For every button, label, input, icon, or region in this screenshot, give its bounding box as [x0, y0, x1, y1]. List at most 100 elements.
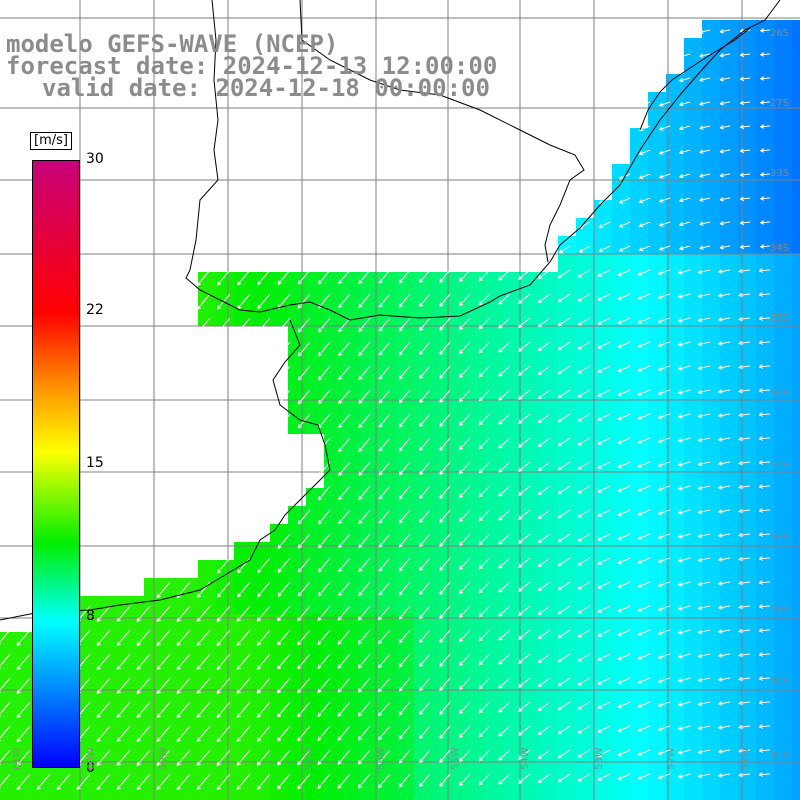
wind-speed-cell [144, 668, 162, 686]
wind-speed-cell [666, 506, 684, 524]
wind-speed-cell [612, 740, 630, 758]
wind-arrow [236, 605, 251, 623]
wind-speed-cell [792, 722, 800, 740]
wind-speed-cell [378, 488, 396, 506]
wind-arrow [738, 604, 751, 610]
wind-speed-cell [684, 488, 702, 506]
wind-speed-cell [558, 326, 576, 344]
wind-speed-cell [720, 56, 738, 74]
wind-arrow [517, 605, 531, 616]
wind-arrow [478, 677, 491, 690]
wind-speed-cell [774, 362, 792, 380]
wind-arrow [677, 725, 691, 731]
wind-speed-cell [396, 578, 414, 596]
wind-speed-cell [684, 38, 702, 56]
wind-speed-cell [342, 344, 360, 362]
wind-arrow [597, 293, 611, 301]
wind-arrow [96, 653, 111, 671]
wind-arrow [657, 557, 671, 564]
wind-speed-cell [378, 326, 396, 344]
wind-speed-cell [162, 578, 180, 596]
wind-speed-cell [486, 632, 504, 650]
wind-arrow [196, 749, 211, 767]
wind-speed-cell [792, 434, 800, 452]
wind-speed-cell [738, 362, 756, 380]
wind-speed-cell [54, 776, 72, 794]
wind-speed-cell [270, 668, 288, 686]
wind-arrow [419, 557, 431, 572]
wind-speed-cell [792, 236, 800, 254]
wind-arrow [96, 701, 111, 719]
wind-speed-cell [396, 704, 414, 722]
wind-arrow [156, 581, 171, 599]
wind-arrow [419, 437, 431, 452]
wind-speed-cell [0, 740, 18, 758]
wind-arrow [378, 581, 391, 596]
wind-speed-cell [324, 596, 342, 614]
wind-arrow [760, 100, 771, 105]
wind-speed-cell [576, 488, 594, 506]
coastline-uruguay [299, 0, 585, 263]
wind-speed-cell [306, 308, 324, 326]
wind-arrow [277, 317, 291, 333]
wind-speed-cell [684, 668, 702, 686]
wind-arrow [357, 605, 371, 621]
wind-speed-cell [666, 776, 684, 794]
wind-arrow [0, 773, 11, 789]
wind-arrow [657, 749, 671, 756]
wind-arrow [358, 485, 371, 500]
wind-speed-cell [450, 596, 468, 614]
wind-arrow [16, 629, 31, 647]
wind-speed-cell [738, 722, 756, 740]
wind-arrow [738, 532, 751, 538]
wind-speed-cell [756, 524, 774, 542]
wind-arrow [439, 341, 451, 355]
lat-label: 33S [770, 168, 790, 179]
wind-arrow [318, 317, 331, 333]
wind-speed-cell [684, 758, 702, 776]
wind-arrow [517, 365, 531, 376]
wind-speed-cell [486, 686, 504, 704]
wind-arrow [338, 269, 351, 285]
wind-speed-cell [774, 578, 792, 596]
wind-arrow [739, 196, 751, 202]
wind-arrow [658, 197, 671, 203]
wind-arrow [697, 269, 711, 275]
wind-arrow [398, 509, 411, 524]
wind-arrow [718, 725, 731, 730]
wind-arrow [498, 269, 511, 281]
wind-arrow [498, 413, 511, 425]
wind-speed-cell [324, 506, 342, 524]
wind-speed-cell [252, 722, 270, 740]
wind-arrow [537, 701, 551, 712]
wind-speed-cell [450, 434, 468, 452]
wind-arrow [337, 677, 351, 693]
wind-arrow [597, 533, 611, 541]
wind-speed-cell [738, 308, 756, 326]
wind-arrow [738, 412, 751, 418]
wind-arrow [196, 773, 211, 791]
wind-speed-cell [360, 326, 378, 344]
wind-speed-cell [558, 704, 576, 722]
wind-speed-cell [684, 74, 702, 92]
wind-speed-cell [648, 308, 666, 326]
wind-speed-cell [18, 632, 36, 650]
wind-arrow [738, 364, 751, 370]
wind-speed-cell [738, 434, 756, 452]
lon-label: 60W [86, 747, 97, 770]
wind-arrow [338, 557, 351, 573]
wind-speed-cell [756, 614, 774, 632]
wind-arrow [439, 581, 451, 595]
wind-speed-cell [108, 668, 126, 686]
wind-speed-cell [558, 470, 576, 488]
wind-arrow [458, 653, 471, 667]
wind-speed-cell [504, 488, 522, 506]
wind-arrow [277, 749, 291, 766]
wind-arrow [617, 653, 631, 661]
wind-speed-cell [648, 164, 666, 182]
wind-speed-cell [558, 290, 576, 308]
wind-arrow [557, 725, 571, 735]
wind-speed-cell [558, 650, 576, 668]
wind-speed-cell [666, 560, 684, 578]
wind-arrow [517, 461, 531, 472]
